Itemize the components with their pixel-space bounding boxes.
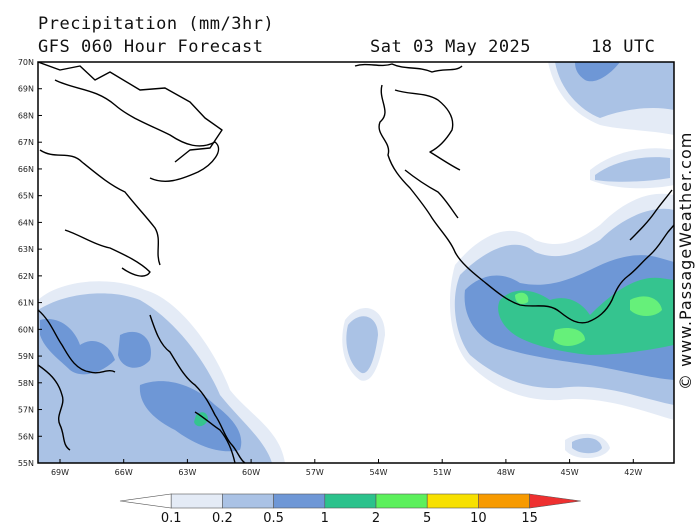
lon-label-66W: 66W: [115, 468, 133, 477]
colorbar-label: 0.5: [263, 511, 284, 525]
lon-label-45W: 45W: [561, 468, 579, 477]
colorbar-segment: [426, 493, 479, 509]
colorbar-segment: [324, 493, 377, 509]
lat-label-65N: 65N: [18, 192, 34, 201]
lat-label-69N: 69N: [18, 85, 34, 94]
lat-label-62N: 62N: [18, 272, 34, 281]
lon-label-51W: 51W: [433, 468, 451, 477]
colorbar: 0.1 0.2 0.5 1 2 5 10 15: [119, 493, 581, 525]
lat-label-63N: 63N: [18, 245, 34, 254]
colorbar-label: 1: [321, 511, 329, 525]
forecast-date: Sat 03 May 2025: [370, 37, 532, 57]
colorbar-label: 10: [470, 511, 487, 525]
lat-label-61N: 61N: [18, 299, 34, 308]
colorbar-segment: [170, 493, 223, 509]
credit-text: © www.PassageWeather.com: [676, 131, 695, 390]
colorbar-segment: [375, 493, 428, 509]
lon-label-42W: 42W: [624, 468, 642, 477]
lat-label-56N: 56N: [18, 432, 34, 441]
colorbar-label: 0.1: [161, 511, 182, 525]
lon-label-60W: 60W: [242, 468, 260, 477]
coastlines: [38, 62, 674, 463]
colorbar-segment: [273, 493, 326, 509]
lat-label-66N: 66N: [18, 165, 34, 174]
lon-label-48W: 48W: [497, 468, 515, 477]
colorbar-segment: [222, 493, 274, 509]
forecast-time: 18 UTC: [591, 37, 656, 57]
lat-label-58N: 58N: [18, 379, 34, 388]
lon-label-69W: 69W: [51, 468, 69, 477]
precip-fields: [38, 62, 674, 463]
lat-label-70N: 70N: [18, 58, 34, 67]
lat-label-68N: 68N: [18, 111, 34, 120]
chart-title: Precipitation (mm/3hr): [38, 14, 275, 34]
lat-label-55N: 55N: [18, 459, 34, 468]
colorbar-label: 15: [521, 511, 538, 525]
colorbar-label: 5: [423, 511, 431, 525]
lon-label-54W: 54W: [369, 468, 387, 477]
precip-2-area: [515, 292, 662, 346]
forecast-subtitle: GFS 060 Hour Forecast: [38, 37, 264, 57]
colorbar-label: 2: [372, 511, 380, 525]
map-frame: [37, 61, 675, 464]
lat-label-64N: 64N: [18, 218, 34, 227]
colorbar-label: 0.2: [212, 511, 233, 525]
lat-label-57N: 57N: [18, 406, 34, 415]
precip-0.2-area: [38, 62, 674, 463]
colorbar-segment: [478, 493, 530, 509]
precip-1-area: [194, 277, 674, 427]
lat-label-59N: 59N: [18, 352, 34, 361]
lon-label-63W: 63W: [178, 468, 196, 477]
latitude-labels: 70N 69N 68N 67N 66N 65N 64N 63N 62N 61N 60N 59N 58N 5…: [18, 58, 42, 468]
colorbar-segment: [529, 493, 581, 509]
colorbar-segment: [119, 493, 172, 509]
lon-label-57W: 57W: [306, 468, 324, 477]
lat-label-67N: 67N: [18, 138, 34, 147]
lat-label-60N: 60N: [18, 325, 34, 334]
longitude-labels: 69W 66W 63W 60W 57W 54W 51W 48W 45W 42W: [51, 459, 642, 477]
